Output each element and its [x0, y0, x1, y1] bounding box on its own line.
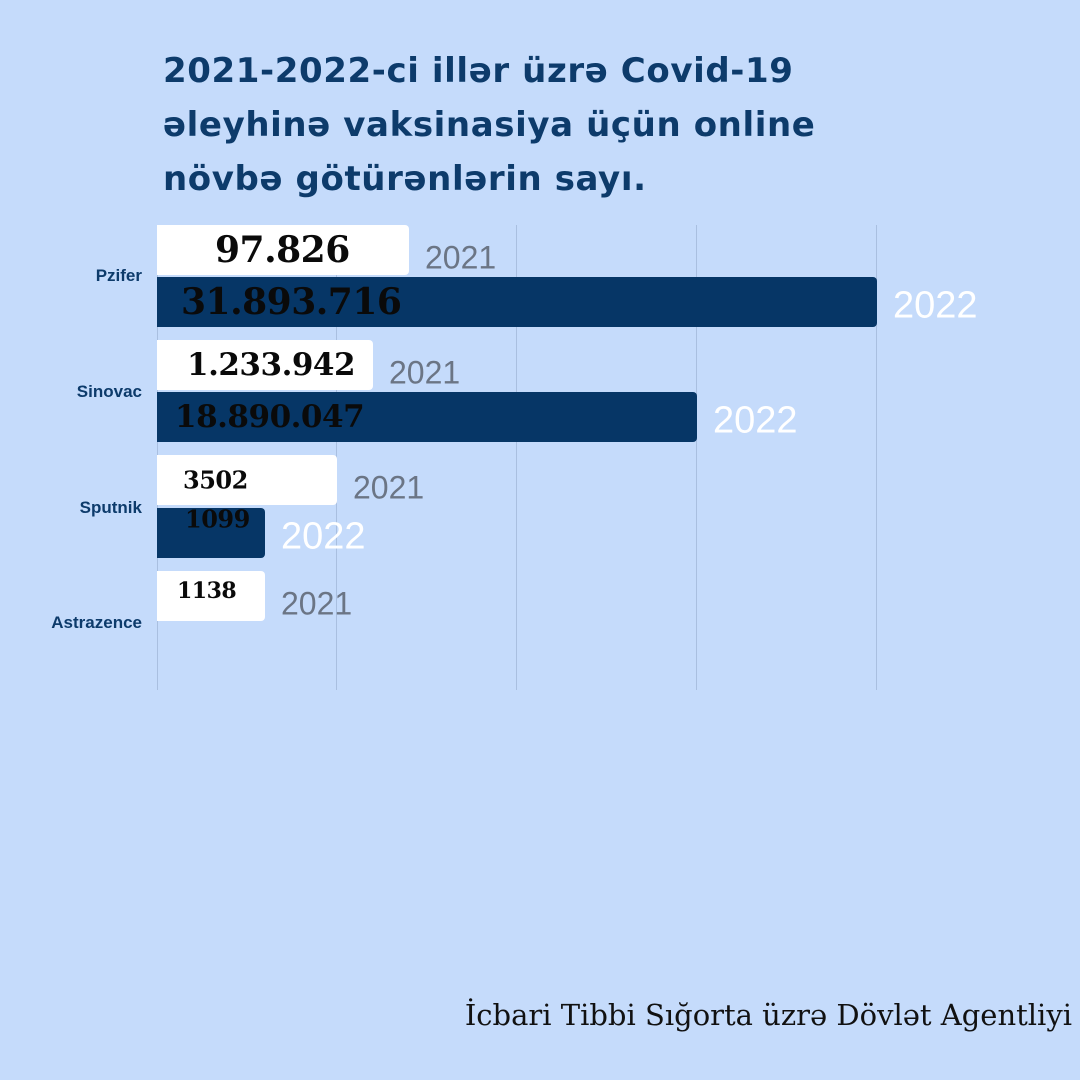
series-label-pzifer-2022: 2022	[893, 284, 978, 327]
chart-title: 2021-2022-ci illər üzrə Covid-19 əleyhin…	[163, 51, 816, 199]
series-label-sputnik-2022: 2022	[281, 515, 366, 558]
data-label-pzifer-2022: 31.893.716	[181, 281, 402, 323]
bar-pzifer-2021	[157, 225, 409, 275]
category-label-sputnik: Sputnik	[79, 498, 142, 517]
bar-sputnik-2021	[157, 455, 337, 505]
gridline-2	[516, 225, 517, 690]
series-label-pzifer-2021: 2021	[425, 239, 497, 276]
gridline-4	[876, 225, 877, 690]
gridline-3	[696, 225, 697, 690]
data-label-astrazence-2021: 1138	[177, 578, 237, 604]
series-label-sputnik-2021: 2021	[353, 469, 425, 506]
bar-astrazence-2021	[157, 571, 265, 621]
bar-sputnik-2022	[157, 508, 265, 558]
category-label-astrazence: Astrazence	[51, 613, 142, 632]
data-label-sputnik-2022: 1099	[185, 504, 250, 534]
data-label-sinovac-2021: 1.233.942	[187, 347, 356, 383]
series-label-sinovac-2022: 2022	[713, 399, 798, 442]
data-label-sinovac-2022: 18.890.047	[175, 399, 365, 435]
data-label-sputnik-2021: 3502	[183, 465, 248, 495]
category-label-pzifer: Pzifer	[95, 266, 142, 285]
source-footer: İcbari Tibbi Sığorta üzrə Dövlət Agentli…	[464, 998, 1072, 1032]
category-label-sinovac: Sinovac	[76, 382, 142, 401]
bar-sinovac-2021	[157, 340, 373, 390]
bar-pzifer-2022	[157, 277, 877, 327]
data-label-pzifer-2021: 97.826	[215, 229, 350, 271]
series-label-astrazence-2021: 2021	[281, 585, 353, 622]
series-label-sinovac-2021: 2021	[389, 354, 461, 391]
bar-sinovac-2022	[157, 392, 697, 442]
